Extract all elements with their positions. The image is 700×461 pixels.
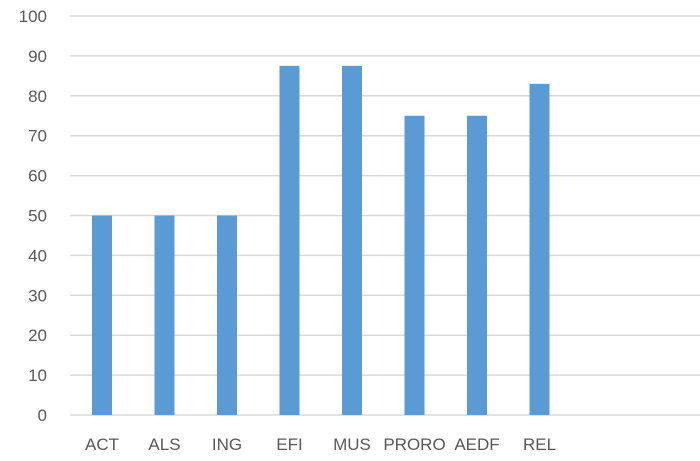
- bar-rel: [529, 83, 550, 415]
- x-category-label-rel: REL: [523, 435, 556, 454]
- y-tick-label: 30: [28, 286, 47, 305]
- bar-proro: [404, 115, 425, 415]
- x-category-label-als: ALS: [148, 435, 180, 454]
- y-tick-label: 40: [28, 246, 47, 265]
- y-tick-label: 0: [38, 406, 47, 425]
- bars: [92, 65, 550, 415]
- x-category-label-efi: EFI: [276, 435, 302, 454]
- y-tick-label: 10: [28, 366, 47, 385]
- y-tick-label: 60: [28, 167, 47, 186]
- y-tick-label: 90: [28, 47, 47, 66]
- y-tick-label: 70: [28, 127, 47, 146]
- x-category-label-act: ACT: [85, 435, 119, 454]
- bar-ing: [217, 215, 237, 415]
- bar-als: [154, 215, 175, 415]
- y-tick-label: 50: [28, 207, 47, 226]
- y-axis-ticks: 0 10 20 30 40 50 60 70 80 90 100: [19, 7, 47, 425]
- grid-layer: [70, 15, 700, 416]
- y-tick-label: 100: [19, 7, 47, 26]
- x-category-label-ing: ING: [212, 435, 242, 454]
- x-category-label-aedf: AEDF: [454, 435, 499, 454]
- x-axis-categories: ACT ALS ING EFI MUS PRORO AEDF REL: [85, 435, 556, 454]
- bar-aedf: [467, 115, 487, 415]
- x-category-label-proro: PRORO: [383, 435, 445, 454]
- bar-act: [92, 215, 112, 415]
- y-tick-label: 20: [28, 326, 47, 345]
- bar-mus: [342, 65, 362, 415]
- bar-efi: [279, 65, 300, 415]
- x-category-label-mus: MUS: [333, 435, 371, 454]
- y-tick-label: 80: [28, 87, 47, 106]
